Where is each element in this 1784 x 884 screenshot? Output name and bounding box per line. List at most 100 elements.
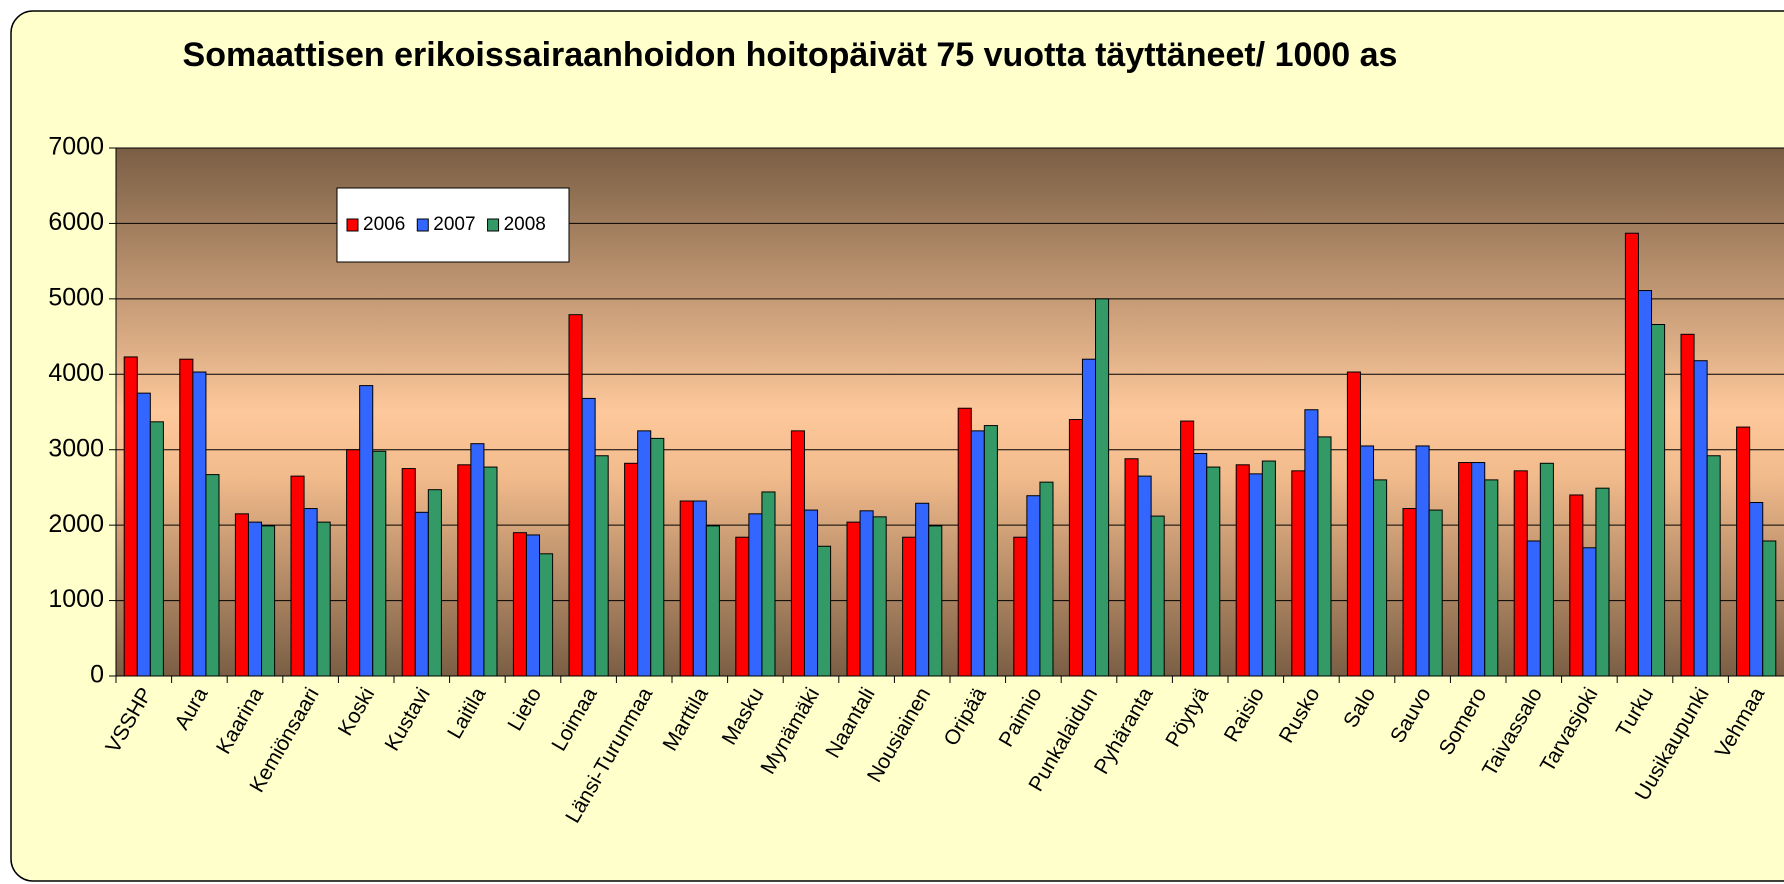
bar — [290, 475, 305, 677]
y-tick-label: 7000 — [48, 133, 104, 161]
bar — [1402, 508, 1417, 677]
bar — [1651, 324, 1666, 677]
y-tick-label: 3000 — [48, 434, 104, 462]
bar — [1693, 360, 1708, 677]
bar — [234, 513, 249, 677]
bar — [261, 525, 276, 677]
bar — [427, 489, 442, 677]
bar — [1193, 452, 1208, 677]
bar — [735, 536, 750, 677]
bar — [650, 437, 665, 677]
bar — [179, 358, 194, 677]
bar — [1513, 470, 1528, 677]
bar — [303, 508, 318, 677]
bar — [624, 462, 639, 677]
bar — [902, 536, 917, 677]
legend-label: 2006 — [363, 214, 405, 235]
bar — [512, 532, 527, 677]
legend-box — [336, 187, 570, 263]
bar — [748, 513, 763, 677]
bar — [957, 407, 972, 677]
bar — [1415, 445, 1430, 677]
bar — [1569, 494, 1584, 677]
bar — [915, 502, 930, 677]
bar — [1291, 470, 1306, 677]
bar — [817, 545, 832, 677]
bar — [1206, 466, 1221, 677]
bar — [705, 525, 720, 677]
bar — [149, 421, 164, 677]
bar — [525, 534, 541, 677]
bar — [637, 430, 652, 677]
bar — [401, 468, 416, 677]
bar — [192, 371, 207, 677]
legend-label: 2008 — [504, 214, 546, 235]
bar — [1304, 409, 1319, 677]
bar — [970, 430, 985, 677]
bar — [803, 509, 819, 677]
bar — [470, 443, 485, 677]
bar — [359, 385, 374, 677]
bar — [928, 525, 943, 677]
bar — [372, 450, 387, 677]
bar — [247, 521, 263, 677]
bar — [1484, 479, 1499, 677]
bar — [1095, 298, 1110, 677]
bar — [983, 425, 998, 677]
bar — [1248, 473, 1263, 677]
y-tick-label: 0 — [90, 661, 104, 689]
bar — [594, 455, 609, 677]
y-tick-label: 1000 — [48, 585, 104, 613]
bar — [692, 500, 707, 677]
bar — [872, 516, 887, 677]
bar — [136, 392, 151, 677]
bar — [1680, 333, 1695, 677]
bar — [1637, 290, 1653, 677]
bar — [539, 553, 554, 677]
bar — [1428, 509, 1443, 677]
bar — [205, 474, 220, 677]
legend-label: 2007 — [433, 214, 475, 235]
bar — [581, 397, 596, 677]
bar — [316, 521, 331, 677]
bar — [790, 430, 805, 677]
bar — [1137, 475, 1152, 677]
bar — [1346, 371, 1361, 677]
bar — [1539, 462, 1554, 677]
bar — [1124, 458, 1139, 677]
bar — [1235, 464, 1250, 677]
y-tick-label: 2000 — [48, 510, 104, 538]
bar — [1261, 460, 1276, 677]
y-tick-label: 4000 — [48, 359, 104, 387]
legend-swatch — [416, 218, 429, 232]
bar — [1013, 536, 1028, 677]
bar — [1039, 481, 1054, 677]
bar — [1373, 479, 1388, 677]
bar — [1762, 540, 1777, 677]
bar — [1081, 358, 1097, 677]
bar — [414, 511, 429, 677]
bar — [123, 356, 138, 677]
bar — [1706, 455, 1721, 677]
bar — [1749, 502, 1764, 677]
chart-title: Somaattisen erikoissairaanhoidon hoitopä… — [183, 36, 1398, 74]
bar — [568, 314, 583, 677]
bar — [483, 466, 498, 677]
y-tick-label: 5000 — [48, 283, 104, 311]
bar — [1180, 420, 1195, 677]
bar — [1624, 232, 1639, 677]
bar — [1471, 462, 1486, 677]
legend-swatch — [346, 218, 359, 232]
bar — [846, 521, 861, 677]
bar — [859, 510, 874, 677]
bar — [1359, 445, 1375, 677]
bar — [457, 464, 472, 677]
bar — [1150, 515, 1165, 677]
legend-swatch — [487, 218, 500, 232]
bar — [1526, 540, 1541, 677]
bar — [346, 449, 361, 677]
bar — [679, 500, 694, 677]
bar — [1736, 426, 1751, 677]
bar — [1458, 462, 1473, 677]
